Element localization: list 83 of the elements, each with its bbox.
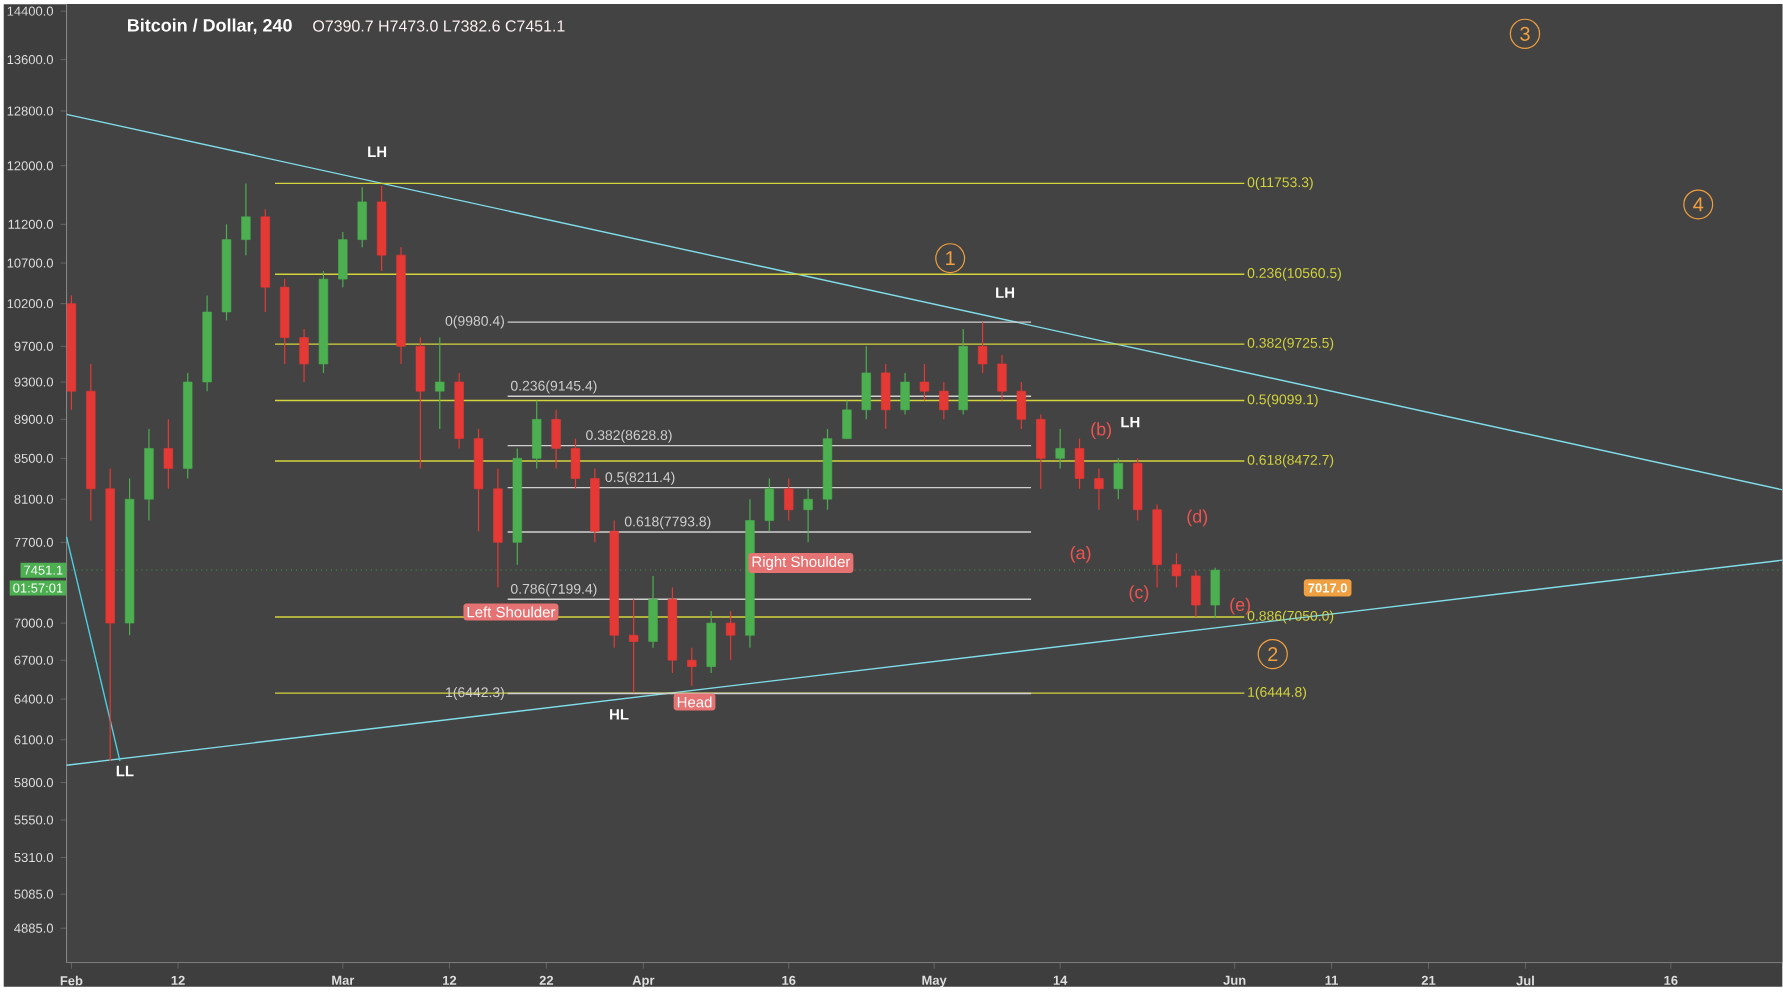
annotation: Left Shoulder <box>467 606 556 618</box>
text: 01:57:01 <box>13 583 63 593</box>
candlestick <box>919 363 930 402</box>
series-label: 0.5(9099.1) <box>1247 393 1318 407</box>
candlestick <box>1171 552 1182 589</box>
y-tick-label: 5310.0 <box>14 852 54 862</box>
annotation: LH <box>368 146 387 157</box>
series-label: 0.382(9725.5) <box>1247 337 1334 351</box>
annotation: LH <box>996 287 1015 298</box>
candlestick <box>1094 467 1104 511</box>
y-tick-label: 12000.0 <box>7 161 54 171</box>
candlestick <box>1055 428 1065 469</box>
y-tick-label: 8500.0 <box>14 453 54 463</box>
x-tick-label: 16 <box>782 975 796 985</box>
x-tick-label: Apr <box>632 975 655 988</box>
annotation: Head <box>677 696 712 708</box>
candlestick <box>435 336 445 430</box>
y-tick-label: 10200.0 <box>7 299 54 309</box>
y-tick-label: 8900.0 <box>14 414 54 424</box>
y-tick-label: 13600.0 <box>7 54 54 65</box>
y-tick-label: 7700.0 <box>14 537 54 547</box>
y-tick-label: 5550.0 <box>14 815 54 825</box>
y-tick-label: 8100.0 <box>14 494 54 504</box>
y-tick-label: 5085.0 <box>14 889 54 899</box>
candlestick <box>163 418 174 490</box>
series-label: 0(11753.3) <box>1247 176 1313 190</box>
annotation: LH <box>1121 416 1140 428</box>
y-tick-label: 6700.0 <box>14 655 54 665</box>
x-tick-label: 12 <box>443 975 457 985</box>
annotation: 7017.0 <box>1308 583 1347 593</box>
series-label: 0.618(8472.7) <box>1247 454 1334 468</box>
x-tick-label: 11 <box>1325 975 1339 985</box>
y-tick-label: 14400.0 <box>7 6 54 16</box>
x-tick-label: Mar <box>332 975 355 985</box>
x-tick-label: Jul <box>1516 975 1534 986</box>
y-tick-label: 11200.0 <box>8 219 54 229</box>
y-tick-label: 9700.0 <box>14 341 54 351</box>
series-label: 0.786(7199.4) <box>510 583 597 597</box>
series-label: 0.236(10560.5) <box>1247 267 1341 281</box>
candlestick <box>977 321 988 374</box>
series-label: 0.382(8628.8) <box>586 429 672 443</box>
y-tick-label: 6100.0 <box>14 735 54 745</box>
y-tick-label: 12800.0 <box>7 106 54 116</box>
annotation: (a) <box>1070 545 1091 563</box>
x-tick-label: 21 <box>1421 975 1436 985</box>
series-label: 0.618(7793.8) <box>624 516 711 530</box>
series-label: 1(6444.8) <box>1248 686 1307 700</box>
x-tick-label: 22 <box>539 975 554 985</box>
candlestick <box>241 182 251 256</box>
annotation: (c) <box>1129 585 1149 602</box>
y-tick-label: 5800.0 <box>14 777 54 788</box>
text: O7390.7 H7473.0 L7382.6 C7451.1 <box>313 20 565 32</box>
annotation: Right Shoulder <box>752 555 851 570</box>
x-tick-label: Feb <box>60 975 83 986</box>
annotation: 2 <box>1268 647 1278 661</box>
y-tick-label: 7000.0 <box>14 618 54 628</box>
ref-line-label: 7451.1 <box>24 565 63 575</box>
annotation: (b) <box>1091 422 1112 440</box>
series-label: 0(9980.4) <box>445 315 504 329</box>
annotation: LL <box>116 765 134 777</box>
x-tick-label: 12 <box>171 975 185 985</box>
candlestick <box>939 381 949 420</box>
series-label: 0.5(8211.4) <box>605 471 675 485</box>
y-tick-label: 6400.0 <box>14 694 54 704</box>
annotation: 1 <box>946 251 955 265</box>
x-tick-label: 16 <box>1664 975 1678 985</box>
text: Bitcoin / Dollar, 240 <box>128 18 292 35</box>
annotation: (d) <box>1187 509 1208 527</box>
y-tick-label: 9300.0 <box>14 377 54 387</box>
x-tick-label: 14 <box>1053 975 1068 985</box>
series-label: 0.236(9145.4) <box>510 380 597 394</box>
y-tick-label: 10700.0 <box>7 258 54 268</box>
candlestick <box>803 488 813 543</box>
candlestick <box>725 610 736 661</box>
annotation: HL <box>610 709 629 720</box>
annotation: 3 <box>1520 26 1530 41</box>
annotation: 4 <box>1693 197 1704 212</box>
x-tick-label: Jun <box>1223 975 1246 985</box>
candlestick <box>784 477 794 522</box>
candlestick <box>628 598 639 694</box>
x-tick-label: May <box>922 975 947 988</box>
y-tick-label: 4885.0 <box>14 923 54 933</box>
candlestick <box>687 647 697 687</box>
